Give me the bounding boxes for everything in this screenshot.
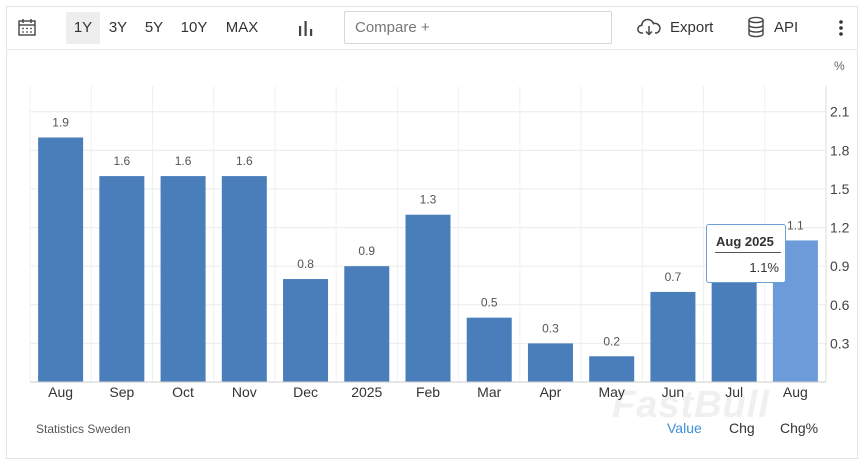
x-tick-label: Mar <box>477 384 501 400</box>
bar <box>527 343 573 382</box>
range-5y-button[interactable]: 5Y <box>144 19 164 36</box>
range-max-button[interactable]: MAX <box>225 19 259 36</box>
data-label: 0.9 <box>358 244 375 258</box>
x-tick-label: Sep <box>109 384 134 400</box>
y-tick-label: 1.8 <box>830 142 850 158</box>
y-tick-label: 0.6 <box>830 297 850 313</box>
x-tick-label: Aug <box>48 384 73 400</box>
bar <box>160 176 206 382</box>
y-tick-label: 2.1 <box>830 104 850 120</box>
export-button[interactable]: Export <box>670 19 714 36</box>
x-tick-label: Jun <box>662 384 685 400</box>
more-options-icon[interactable] <box>831 18 851 38</box>
chg-toggle[interactable]: Chg <box>729 420 755 436</box>
bar <box>38 137 84 382</box>
tooltip-title: Aug 2025 <box>716 234 774 249</box>
bar <box>711 279 757 382</box>
bar <box>466 317 512 382</box>
data-label: 1.1 <box>787 218 804 232</box>
data-source: Statistics Sweden <box>36 422 131 436</box>
x-tick-label: Jul <box>725 384 743 400</box>
range-10y-button[interactable]: 10Y <box>180 19 208 36</box>
bar <box>221 176 267 382</box>
chart-type-bar-icon[interactable] <box>298 20 314 36</box>
bar <box>650 291 696 382</box>
watermark-logo: FastBull <box>612 384 770 426</box>
x-tick-label: Apr <box>540 384 562 400</box>
x-tick-label: 2025 <box>351 384 382 400</box>
value-toggle[interactable]: Value <box>667 420 702 436</box>
data-label: 0.8 <box>297 257 314 271</box>
x-tick-label: Oct <box>172 384 194 400</box>
range-3y-button[interactable]: 3Y <box>108 19 128 36</box>
y-tick-label: 1.2 <box>830 220 850 236</box>
chart-toolbar: 1Y 3Y 5Y 10Y MAX Compare + Export API <box>6 6 858 50</box>
bar <box>283 279 329 382</box>
y-tick-label: 1.5 <box>830 181 850 197</box>
data-label: 1.3 <box>420 193 437 207</box>
data-label: 1.6 <box>236 154 253 168</box>
chg-percent-toggle[interactable]: Chg% <box>780 420 819 436</box>
chart-tooltip: Aug 2025 1.1% <box>706 224 786 283</box>
data-label: 0.2 <box>603 334 620 348</box>
y-tick-label: 0.9 <box>830 258 850 274</box>
tooltip-divider <box>715 252 781 253</box>
database-icon[interactable] <box>747 16 765 38</box>
x-tick-label: Aug <box>783 384 808 400</box>
range-1y-button[interactable]: 1Y <box>66 12 100 44</box>
data-label: 0.3 <box>542 321 559 335</box>
api-button[interactable]: API <box>774 19 799 36</box>
data-label: 1.9 <box>52 115 69 129</box>
cloud-download-icon[interactable] <box>637 18 661 36</box>
data-label: 1.6 <box>114 154 131 168</box>
y-axis-unit: % <box>834 59 845 73</box>
data-label: 1.6 <box>175 154 192 168</box>
bar <box>99 176 145 382</box>
x-tick-label: Feb <box>416 384 440 400</box>
x-tick-label: Dec <box>293 384 318 400</box>
bar <box>589 356 635 382</box>
compare-input[interactable]: Compare + <box>344 11 612 44</box>
y-tick-label: 0.3 <box>830 335 850 351</box>
data-label: 0.5 <box>481 296 498 310</box>
bar <box>405 214 451 382</box>
bar <box>344 266 390 382</box>
x-tick-label: Nov <box>232 384 257 400</box>
data-label: 0.7 <box>665 270 682 284</box>
tooltip-value: 1.1% <box>749 260 779 275</box>
x-tick-label: May <box>598 384 624 400</box>
calendar-icon[interactable] <box>18 18 36 36</box>
